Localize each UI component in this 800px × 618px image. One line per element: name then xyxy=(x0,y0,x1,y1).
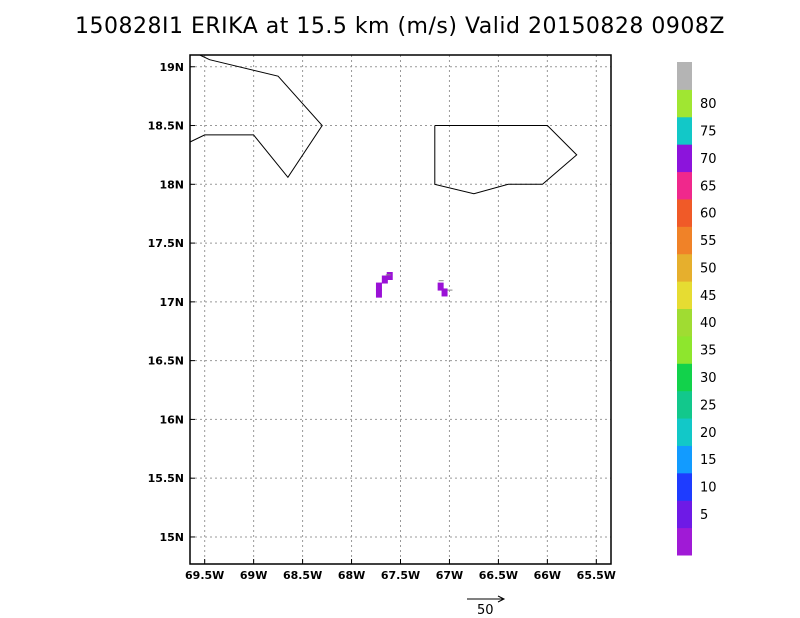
colorbar-segment xyxy=(677,418,692,446)
colorbar-label: 75 xyxy=(700,125,717,140)
colorbar-segment xyxy=(677,500,692,529)
lon-tick-label: 66W xyxy=(534,569,561,582)
colorbar-label: 25 xyxy=(700,398,717,413)
lat-tick-label: 15N xyxy=(159,531,184,544)
colorbar-label: 15 xyxy=(700,453,717,468)
lat-tick-label: 16.5N xyxy=(148,355,184,368)
lon-tick-label: 68.5W xyxy=(283,569,322,582)
chart-title: 150828I1 ERIKA at 15.5 km (m/s) Valid 20… xyxy=(75,14,725,39)
wind-vectors xyxy=(385,274,453,291)
colorbar-label: 20 xyxy=(700,426,717,441)
wind-cell xyxy=(386,271,393,280)
longitude-tick-labels: 69.5W 69W 68.5W 68W 67.5W 67W 66.5W 66W 65.5W xyxy=(185,569,616,582)
colorbar-segment xyxy=(677,527,692,556)
colorbar-segment xyxy=(677,62,692,90)
colorbar-segment xyxy=(677,253,692,282)
colorbar-segment xyxy=(677,472,692,501)
lon-tick-label: 69W xyxy=(240,569,267,582)
colorbar-label: 10 xyxy=(700,481,717,496)
wind-cell xyxy=(381,275,388,284)
lat-tick-label: 17.5N xyxy=(148,237,184,250)
colorbar-segment xyxy=(677,171,692,200)
colorbar-segment xyxy=(677,89,692,118)
wind-cell xyxy=(375,289,382,298)
lon-tick-label: 68W xyxy=(338,569,365,582)
colorbar-label: 45 xyxy=(700,289,717,304)
vector-key: 50 xyxy=(467,595,506,618)
latitude-tick-labels: 19N 18.5N 18N 17.5N 17N 16.5N 16N 15.5N 15N xyxy=(148,61,184,544)
lat-tick-label: 18.5N xyxy=(148,120,184,133)
colorbar-segment xyxy=(677,308,692,337)
colorbar-label: 65 xyxy=(700,179,717,194)
colorbar-segment xyxy=(677,445,692,474)
wind-cell xyxy=(437,282,444,291)
colorbar-segment xyxy=(677,226,692,255)
wind-speed-cells xyxy=(375,271,448,298)
lon-tick-label: 65.5W xyxy=(577,569,616,582)
wind-cell xyxy=(441,288,448,297)
colorbar-segment xyxy=(677,144,692,173)
colorbar-label: 80 xyxy=(700,97,717,112)
colorbar-label: 60 xyxy=(700,207,717,222)
lon-tick-label: 67W xyxy=(436,569,463,582)
colorbar-segment xyxy=(677,198,692,227)
colorbar-segment xyxy=(677,390,692,419)
colorbar-label: 40 xyxy=(700,316,717,331)
colorbar-segment xyxy=(677,116,692,145)
coastline-puerto-rico xyxy=(434,125,578,195)
lon-tick-label: 67.5W xyxy=(381,569,420,582)
lat-tick-label: 15.5N xyxy=(148,472,184,485)
wind-cell xyxy=(375,282,382,291)
lon-tick-label: 66.5W xyxy=(479,569,518,582)
map-frame xyxy=(189,54,612,565)
lat-tick-label: 17N xyxy=(159,296,184,309)
colorbar-segment xyxy=(677,363,692,392)
colorbar-label: 5 xyxy=(700,508,708,523)
colorbar-label: 30 xyxy=(700,371,717,386)
lat-tick-label: 19N xyxy=(159,61,184,74)
coastlines xyxy=(189,54,578,195)
colorbar: 5 10 15 20 25 30 35 40 45 50 55 60 65 70 75 80 xyxy=(677,62,717,556)
map-grid xyxy=(190,55,611,564)
colorbar-label: 55 xyxy=(700,234,717,249)
lat-tick-label: 18N xyxy=(159,178,184,191)
colorbar-label: 50 xyxy=(700,261,717,276)
vector-key-arrowhead xyxy=(497,595,506,603)
vector-key-label: 50 xyxy=(477,603,494,618)
colorbar-segment xyxy=(677,335,692,364)
lat-tick-label: 16N xyxy=(159,413,184,426)
lon-tick-label: 69.5W xyxy=(185,569,224,582)
colorbar-label: 35 xyxy=(700,344,717,359)
colorbar-segment xyxy=(677,281,692,309)
coastline-hispaniola xyxy=(189,54,323,179)
colorbar-label: 70 xyxy=(700,152,717,167)
